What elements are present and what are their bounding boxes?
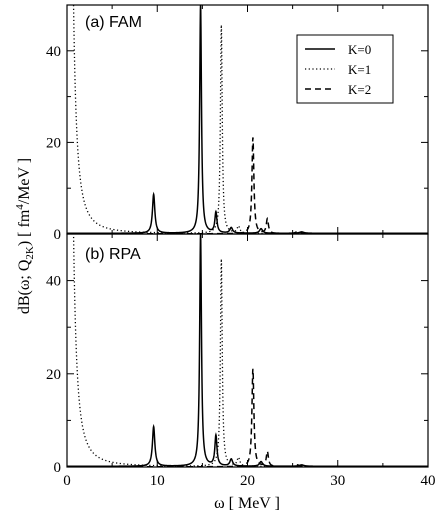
x-axis-label: ω [ MeV ] xyxy=(214,495,280,512)
panel-a: (a) FAM 0 20 40 K=0 K=1 K=2 xyxy=(46,4,429,243)
x-tick-label: 10 xyxy=(150,473,165,489)
panel-a-label: (a) FAM xyxy=(85,14,142,31)
panel-b-label: (b) RPA xyxy=(85,246,141,263)
y-tick-label: 20 xyxy=(46,135,61,151)
y-tick-label: 40 xyxy=(46,274,61,290)
y-axis-label-sup: 4 xyxy=(14,204,26,210)
y-axis-label: dB(ω; Q2K) [ fm4/MeV ] xyxy=(14,158,36,314)
x-tick-label: 0 xyxy=(63,473,71,489)
y-tick-label: 0 xyxy=(54,227,62,243)
legend-box xyxy=(296,34,394,104)
y-axis-label-pre: dB(ω; Q xyxy=(16,259,33,314)
y-axis-label-sub: 2K xyxy=(24,246,36,260)
legend-label-k1: K=1 xyxy=(348,62,371,77)
series-k0-line xyxy=(67,234,428,467)
y-tick-label: 40 xyxy=(46,44,61,60)
panel-b-ticks: 0 20 40 xyxy=(46,234,429,476)
panel-b-frame xyxy=(66,233,429,468)
x-tick-label: 30 xyxy=(330,473,345,489)
series-k2-line xyxy=(67,137,428,234)
legend-label-k0: K=0 xyxy=(348,42,371,57)
legend: K=0 K=1 K=2 xyxy=(296,34,394,104)
legend-label-k2: K=2 xyxy=(348,82,371,97)
x-tick-labels: 0 10 20 30 40 xyxy=(63,473,435,489)
panel-b: (b) RPA 0 20 40 xyxy=(46,233,429,476)
y-tick-label: 0 xyxy=(54,460,62,476)
y-tick-label: 20 xyxy=(46,367,61,383)
y-axis-label-mid: ) [ fm xyxy=(16,209,33,246)
y-axis-label-post: /MeV ] xyxy=(16,158,33,204)
x-tick-label: 40 xyxy=(421,473,436,489)
series-k2-line xyxy=(67,368,428,467)
x-tick-label: 20 xyxy=(240,473,255,489)
